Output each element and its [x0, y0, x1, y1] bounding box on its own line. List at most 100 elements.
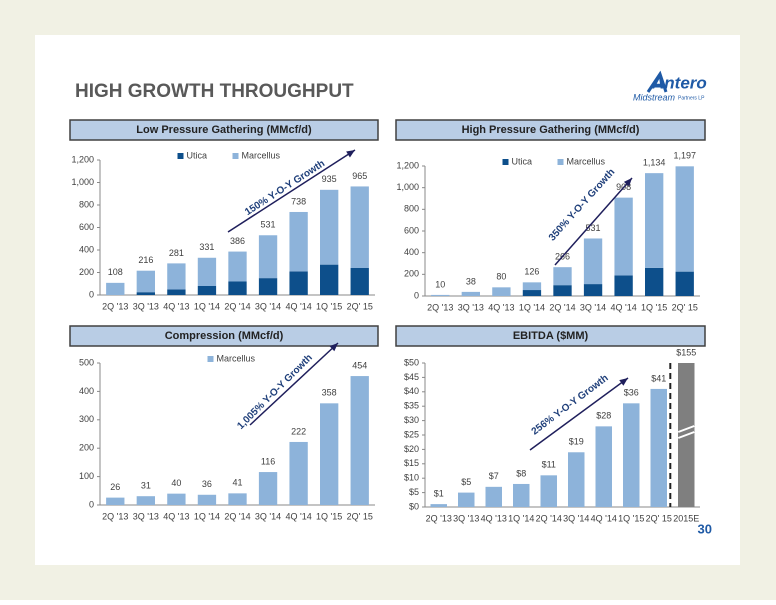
bar — [258, 472, 278, 505]
value-label: 454 — [352, 360, 367, 370]
bar — [614, 275, 633, 296]
panel-header — [69, 119, 379, 141]
bar — [136, 270, 155, 293]
panel-title: Low Pressure Gathering (MMcf/d) — [136, 124, 312, 136]
bar — [583, 284, 603, 296]
bar — [485, 486, 502, 507]
bar — [320, 403, 339, 505]
x-tick-label: 2Q '14 — [536, 513, 562, 523]
value-label: 108 — [108, 267, 123, 277]
legend-label: Marcellus — [242, 150, 281, 160]
x-tick-label: 2Q' 15 — [347, 511, 373, 521]
bar — [136, 496, 155, 505]
x-tick-label: 2Q '14 — [224, 511, 250, 521]
bars — [431, 166, 694, 296]
value-label: $1 — [434, 488, 444, 498]
x-tick-label: 1Q '15 — [641, 302, 667, 312]
y-tick-label: 1,200 — [396, 160, 419, 170]
y-tick-label: 100 — [79, 471, 94, 481]
legend-swatch — [207, 356, 214, 362]
x-tick-label: 1Q '15 — [618, 513, 644, 523]
bar — [553, 267, 572, 286]
x-tick-label: 1Q '14 — [194, 511, 220, 521]
x-tick-label: 2Q' 15 — [646, 513, 672, 523]
bar — [430, 504, 447, 507]
bar — [289, 211, 308, 272]
bar — [350, 376, 369, 505]
value-label: $155 — [676, 347, 696, 357]
y-tick-label: $50 — [404, 357, 419, 367]
value-label: 41 — [232, 478, 242, 488]
bar — [167, 493, 186, 505]
bar — [197, 286, 217, 295]
bar — [106, 497, 125, 505]
bar — [675, 166, 694, 272]
bar — [650, 388, 667, 507]
value-label: $11 — [542, 460, 556, 470]
break-mark — [677, 425, 695, 439]
x-tick-label: 4Q '14 — [285, 301, 311, 311]
bar — [167, 263, 186, 290]
bar — [167, 289, 186, 295]
value-label: $28 — [596, 411, 611, 421]
bar — [513, 483, 530, 507]
y-tick-label: 0 — [89, 499, 94, 509]
value-label: 80 — [496, 272, 506, 282]
y-tick-label: 400 — [404, 247, 419, 257]
x-tick-label: 1Q '14 — [519, 302, 545, 312]
arrow-head — [346, 150, 355, 158]
y-tick-label: 1,000 — [71, 177, 94, 187]
value-label: 531 — [586, 223, 601, 233]
x-tick-label: 2Q '13 — [102, 301, 128, 311]
bars — [106, 376, 369, 505]
panel-header — [69, 325, 379, 347]
value-label: 1,197 — [673, 151, 696, 161]
panel-header — [395, 119, 706, 141]
value-label: $36 — [624, 388, 639, 398]
value-label: 1,134 — [643, 158, 666, 168]
arrow-head — [623, 178, 632, 187]
arrow-head — [329, 343, 338, 352]
bar — [228, 251, 247, 282]
value-label: 222 — [291, 426, 306, 436]
x-tick-label: 2015E — [673, 513, 699, 523]
bar — [568, 452, 585, 507]
legend-label: Marcellus — [567, 156, 606, 166]
bar — [228, 493, 247, 505]
logo-sub: Midstream — [633, 92, 676, 102]
x-tick-label: 3Q '14 — [563, 513, 589, 523]
x-tick-label: 3Q '13 — [458, 302, 484, 312]
legend-label: Utica — [512, 156, 533, 166]
legend-swatch — [557, 159, 564, 165]
x-tick-label: 1Q '15 — [316, 511, 342, 521]
x-tick-label: 3Q '14 — [580, 302, 606, 312]
value-label: 935 — [322, 174, 337, 184]
x-tick-label: 1Q '14 — [508, 513, 534, 523]
x-tick-label: 3Q '14 — [255, 511, 281, 521]
value-label: 965 — [352, 171, 367, 181]
y-tick-label: $0 — [409, 501, 419, 511]
x-tick-label: 2Q' 15 — [347, 301, 373, 311]
y-tick-label: 800 — [404, 204, 419, 214]
bar — [197, 494, 217, 505]
bar — [258, 235, 278, 279]
arrow-head — [619, 378, 628, 386]
bar — [553, 285, 572, 296]
bar — [540, 475, 557, 507]
x-tick-label: 2Q '14 — [549, 302, 575, 312]
bars — [430, 363, 695, 507]
y-tick-label: $40 — [404, 386, 419, 396]
y-tick-label: 1,000 — [396, 182, 419, 192]
x-tick-label: 3Q '14 — [255, 301, 281, 311]
y-tick-label: $35 — [404, 401, 419, 411]
value-label: 738 — [291, 196, 306, 206]
value-label: $41 — [651, 373, 666, 383]
x-tick-label: 1Q '15 — [316, 301, 342, 311]
page-number: 30 — [698, 521, 712, 536]
bar — [522, 282, 542, 291]
x-tick-label: 3Q '13 — [453, 513, 479, 523]
panel-title: EBITDA ($MM) — [513, 330, 589, 342]
slide-title: HIGH GROWTH THROUGHPUT — [75, 81, 354, 102]
value-label: 216 — [138, 255, 153, 265]
